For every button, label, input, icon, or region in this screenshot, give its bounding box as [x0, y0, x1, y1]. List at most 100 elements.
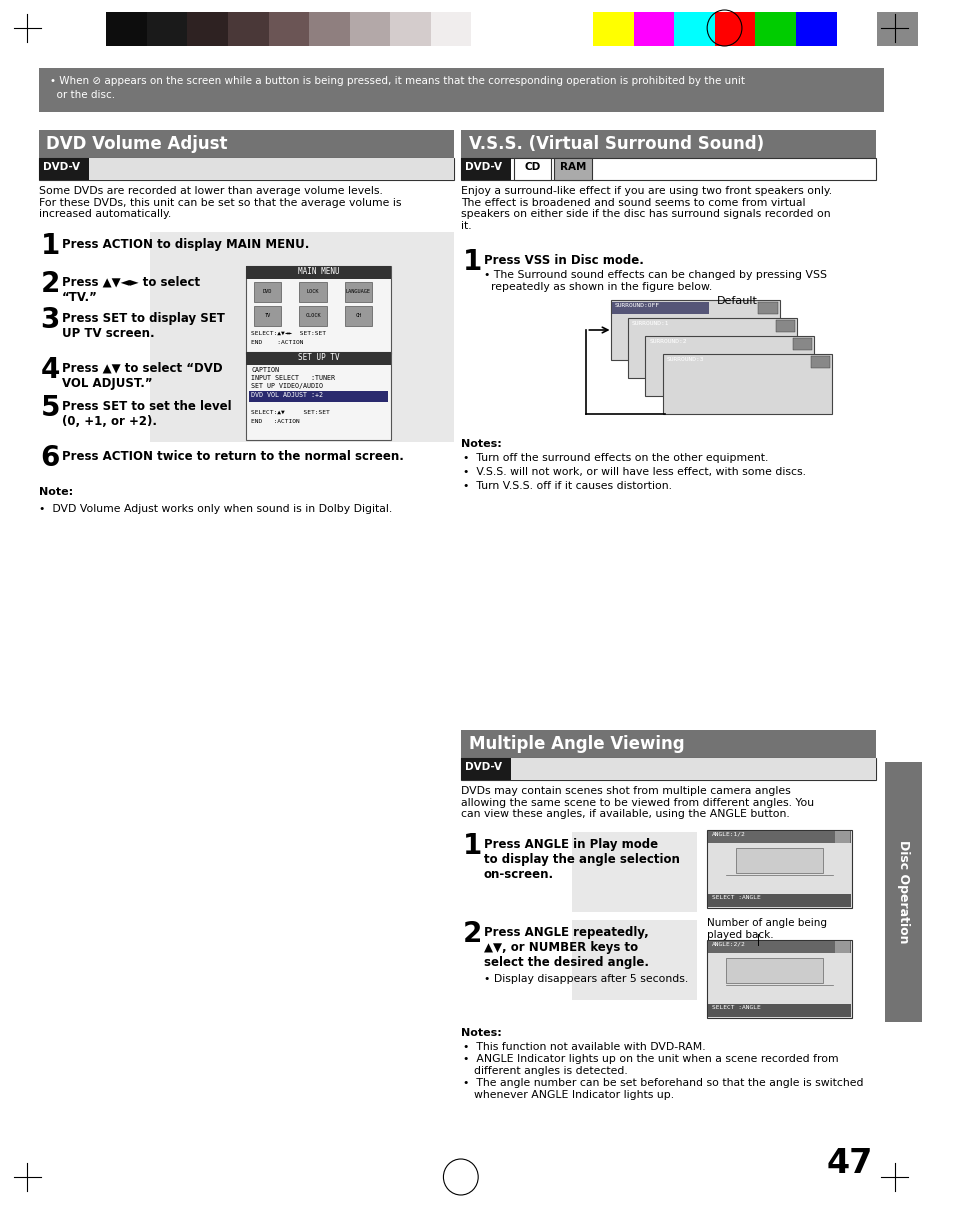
Text: Default: Default: [716, 296, 757, 306]
Text: 1: 1: [41, 233, 60, 260]
Text: Press ▲▼ to select “DVD
VOL ADJUST.”: Press ▲▼ to select “DVD VOL ADJUST.”: [62, 362, 222, 390]
Text: whenever ANGLE Indicator lights up.: whenever ANGLE Indicator lights up.: [474, 1091, 674, 1100]
Text: Enjoy a surround-like effect if you are using two front speakers only.
The effec: Enjoy a surround-like effect if you are …: [460, 186, 831, 231]
Text: • The Surround sound effects can be changed by pressing VSS
  repeatedly as show: • The Surround sound effects can be chan…: [483, 270, 826, 292]
Text: 2: 2: [41, 270, 60, 298]
Text: DVD Volume Adjust: DVD Volume Adjust: [47, 135, 228, 153]
Text: DVD-V: DVD-V: [464, 161, 501, 172]
Bar: [460, 158, 511, 180]
Text: DVD-V: DVD-V: [464, 762, 501, 772]
Bar: [571, 919, 697, 1000]
Bar: [460, 758, 511, 780]
Bar: [707, 941, 850, 953]
Text: •  ANGLE Indicator lights up on the unit when a scene recorded from: • ANGLE Indicator lights up on the unit …: [462, 1054, 838, 1064]
Bar: [309, 12, 350, 46]
Text: 47: 47: [826, 1147, 872, 1180]
Bar: [460, 730, 875, 758]
Text: Some DVDs are recorded at lower than average volume levels.
For these DVDs, this: Some DVDs are recorded at lower than ave…: [39, 186, 400, 219]
Bar: [664, 355, 760, 368]
Bar: [593, 12, 633, 46]
Text: DVD-V: DVD-V: [43, 161, 79, 172]
Text: Multiple Angle Viewing: Multiple Angle Viewing: [468, 735, 683, 753]
Text: TV: TV: [264, 313, 271, 318]
Text: Press ▲▼◄► to select
“TV.”: Press ▲▼◄► to select “TV.”: [62, 276, 200, 304]
Text: CLOCK: CLOCK: [305, 313, 320, 318]
Bar: [707, 831, 850, 844]
Text: 3: 3: [41, 306, 60, 334]
Bar: [39, 158, 89, 180]
Text: Press VSS in Disc mode.: Press VSS in Disc mode.: [483, 254, 643, 268]
Bar: [792, 337, 812, 349]
Text: RAM: RAM: [559, 161, 585, 172]
Text: END   :ACTION: END :ACTION: [251, 419, 299, 424]
Bar: [726, 958, 822, 983]
Bar: [571, 831, 697, 912]
Text: Number of angle being
played back.: Number of angle being played back.: [706, 918, 826, 940]
Text: SELECT:▲▼◄►  SET:SET: SELECT:▲▼◄► SET:SET: [251, 331, 326, 336]
Text: V.S.S. (Virtual Surround Sound): V.S.S. (Virtual Surround Sound): [468, 135, 762, 153]
Bar: [390, 12, 431, 46]
Text: 1: 1: [462, 831, 481, 860]
Bar: [758, 302, 777, 315]
Text: SURROUND:2: SURROUND:2: [648, 339, 686, 343]
Bar: [350, 12, 390, 46]
Text: CAPTION: CAPTION: [251, 368, 279, 374]
Text: Press SET to display SET
UP TV screen.: Press SET to display SET UP TV screen.: [62, 312, 225, 340]
Bar: [736, 848, 822, 872]
Bar: [253, 306, 281, 327]
Text: Notes:: Notes:: [460, 1028, 501, 1038]
Bar: [810, 355, 829, 368]
Text: Disc Operation: Disc Operation: [896, 840, 909, 944]
Bar: [253, 282, 281, 302]
Bar: [662, 354, 831, 415]
Bar: [39, 67, 883, 112]
Bar: [646, 337, 743, 349]
Bar: [674, 12, 714, 46]
Text: END    :ACTION: END :ACTION: [251, 340, 303, 345]
Bar: [345, 306, 372, 327]
Text: SET UP TV: SET UP TV: [297, 353, 339, 362]
Text: 6: 6: [41, 443, 60, 472]
Text: SURROUND:OFF: SURROUND:OFF: [614, 302, 659, 308]
Bar: [39, 158, 454, 180]
Text: SELECT:▲▼     SET:SET: SELECT:▲▼ SET:SET: [251, 410, 330, 415]
Bar: [707, 894, 850, 907]
Bar: [299, 306, 326, 327]
Text: Press ANGLE repeatedly,
▲▼, or NUMBER keys to
select the desired angle.: Press ANGLE repeatedly, ▲▼, or NUMBER ke…: [483, 925, 648, 969]
Bar: [706, 940, 851, 1018]
Bar: [707, 1004, 850, 1017]
Text: Note:: Note:: [39, 487, 72, 496]
Bar: [39, 130, 454, 158]
Text: •  The angle number can be set beforehand so that the angle is switched: • The angle number can be set beforehand…: [462, 1078, 862, 1088]
Text: •  V.S.S. will not work, or will have less effect, with some discs.: • V.S.S. will not work, or will have les…: [462, 468, 805, 477]
Bar: [106, 12, 147, 46]
Bar: [834, 941, 849, 953]
Text: • When ⊘ appears on the screen while a button is being pressed, it means that th: • When ⊘ appears on the screen while a b…: [51, 76, 744, 86]
Text: Press ANGLE in Play mode
to display the angle selection
on-screen.: Press ANGLE in Play mode to display the …: [483, 837, 679, 881]
Text: LANGUAGE: LANGUAGE: [346, 289, 371, 294]
Text: INPUT SELECT   :TUNER: INPUT SELECT :TUNER: [251, 375, 335, 381]
Text: Press ACTION to display MAIN MENU.: Press ACTION to display MAIN MENU.: [62, 239, 309, 251]
Bar: [775, 321, 794, 333]
Text: or the disc.: or the disc.: [51, 90, 115, 100]
Bar: [431, 12, 471, 46]
Bar: [228, 12, 269, 46]
Bar: [834, 831, 849, 844]
Text: LOCK: LOCK: [307, 289, 319, 294]
Text: 5: 5: [41, 394, 60, 422]
Bar: [610, 300, 779, 360]
Text: DVD VOL ADJUST :+2: DVD VOL ADJUST :+2: [251, 392, 323, 398]
Text: •  This function not available with DVD-RAM.: • This function not available with DVD-R…: [462, 1042, 704, 1052]
Bar: [511, 758, 875, 780]
Bar: [706, 830, 851, 909]
Text: Press SET to set the level
(0, +1, or +2).: Press SET to set the level (0, +1, or +2…: [62, 400, 232, 428]
Text: Notes:: Notes:: [460, 439, 501, 449]
Text: •  DVD Volume Adjust works only when sound is in Dolby Digital.: • DVD Volume Adjust works only when soun…: [39, 504, 392, 515]
Text: • Display disappears after 5 seconds.: • Display disappears after 5 seconds.: [483, 974, 687, 984]
Bar: [612, 302, 708, 315]
Text: SELECT :ANGLE: SELECT :ANGLE: [711, 1005, 760, 1010]
Bar: [876, 12, 917, 46]
Bar: [187, 12, 228, 46]
Bar: [269, 12, 309, 46]
Bar: [246, 266, 391, 280]
